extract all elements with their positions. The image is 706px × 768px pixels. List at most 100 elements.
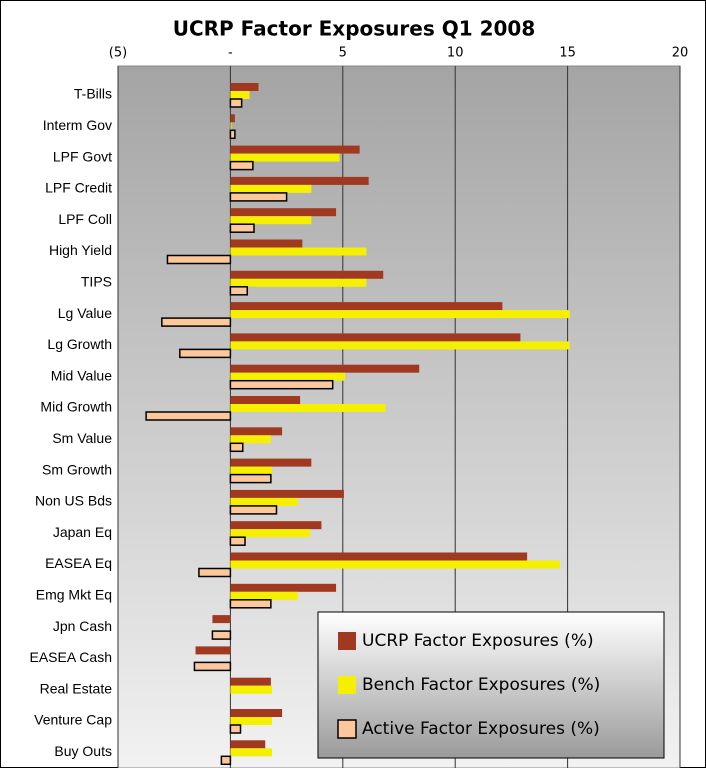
legend-label: Active Factor Exposures (%) xyxy=(362,719,600,739)
y-tick-label: Mid Value xyxy=(51,367,112,383)
bar xyxy=(166,254,232,265)
y-tick-label: EASEA Cash xyxy=(30,649,113,665)
y-tick-label: Interm Gov xyxy=(43,117,112,133)
y-tick-label: Lg Value xyxy=(58,305,112,321)
bar xyxy=(229,505,278,515)
y-tick-label: Buy Outs xyxy=(54,743,112,759)
bar xyxy=(230,176,369,185)
bar xyxy=(230,153,340,162)
legend-swatch xyxy=(338,676,356,694)
bar xyxy=(230,239,303,248)
bar xyxy=(229,724,242,734)
y-tick-label: LPF Credit xyxy=(45,180,112,196)
bar xyxy=(230,333,521,342)
bar xyxy=(230,552,528,561)
bar xyxy=(230,184,312,193)
bar xyxy=(229,286,249,296)
y-tick-label: TIPS xyxy=(81,274,112,290)
bar xyxy=(229,223,255,233)
y-tick-label: Jpn Cash xyxy=(53,618,112,634)
bar xyxy=(230,145,360,154)
bar xyxy=(230,489,344,498)
bar xyxy=(198,567,232,578)
bar xyxy=(230,341,570,350)
bar xyxy=(230,435,271,444)
bar xyxy=(230,270,384,279)
bar xyxy=(229,379,334,390)
y-tick-label: High Yield xyxy=(49,242,112,258)
bar xyxy=(230,685,272,694)
legend-box xyxy=(317,611,665,759)
legend-swatch xyxy=(338,632,356,650)
y-tick-label: Sm Value xyxy=(52,430,112,446)
bar xyxy=(230,748,272,757)
bar xyxy=(230,364,420,373)
bar xyxy=(230,208,337,217)
bar xyxy=(229,599,272,609)
x-tick-label: 10 xyxy=(447,46,464,61)
bar xyxy=(230,302,503,311)
bar xyxy=(229,129,236,140)
bar xyxy=(230,396,301,404)
chart-title: UCRP Factor Exposures Q1 2008 xyxy=(173,17,536,41)
y-tick-label: Non US Bds xyxy=(35,493,112,509)
bar xyxy=(229,473,272,484)
bar xyxy=(230,677,271,686)
bar xyxy=(145,411,232,421)
bar xyxy=(230,216,312,225)
x-tick-label: 15 xyxy=(559,46,576,61)
y-tick-label: Sm Growth xyxy=(42,461,112,477)
y-tick-label: LPF Coll xyxy=(58,211,112,227)
bar xyxy=(230,560,560,569)
bar xyxy=(230,372,346,381)
bar xyxy=(230,114,235,123)
bar xyxy=(230,91,250,99)
bar xyxy=(230,521,322,530)
bar xyxy=(229,536,246,546)
y-tick-label: Japan Eq xyxy=(53,524,112,540)
bar xyxy=(230,497,298,506)
y-tick-label: Mid Growth xyxy=(40,399,112,415)
y-tick-label: Emg Mkt Eq xyxy=(36,587,112,603)
bar xyxy=(179,348,232,359)
bar xyxy=(193,661,232,672)
bar xyxy=(230,427,283,436)
bar xyxy=(230,740,266,749)
x-tick-label: 20 xyxy=(672,46,689,61)
bar xyxy=(230,278,367,287)
x-tick-label: 5 xyxy=(339,46,347,61)
bar xyxy=(230,466,272,475)
bar xyxy=(230,529,311,538)
bar xyxy=(229,98,243,108)
legend-label: Bench Factor Exposures (%) xyxy=(362,675,600,695)
bar xyxy=(230,458,312,467)
bar xyxy=(229,192,288,202)
y-tick-label: Lg Growth xyxy=(47,336,112,352)
bar xyxy=(229,442,244,453)
bar xyxy=(161,317,232,327)
x-tick-label: - xyxy=(228,46,233,61)
bar xyxy=(230,709,283,717)
bar xyxy=(230,122,232,131)
y-tick-label: Real Estate xyxy=(40,680,113,696)
y-tick-label: LPF Govt xyxy=(53,148,112,164)
bar xyxy=(220,755,232,766)
bar xyxy=(230,247,367,256)
bar xyxy=(230,591,298,600)
x-tick-label: (5) xyxy=(109,46,127,61)
bar xyxy=(230,717,272,725)
y-tick-label: EASEA Eq xyxy=(45,555,112,571)
bar xyxy=(230,583,337,592)
y-tick-label: Venture Cap xyxy=(34,712,112,728)
bar xyxy=(230,404,386,412)
legend-label: UCRP Factor Exposures (%) xyxy=(362,631,594,651)
y-tick-label: T-Bills xyxy=(74,86,112,102)
bar xyxy=(211,630,232,640)
bar xyxy=(195,646,231,655)
bar xyxy=(230,310,570,319)
bar xyxy=(230,83,259,91)
bar xyxy=(229,160,254,171)
legend-swatch xyxy=(337,719,357,739)
bar xyxy=(212,615,231,624)
